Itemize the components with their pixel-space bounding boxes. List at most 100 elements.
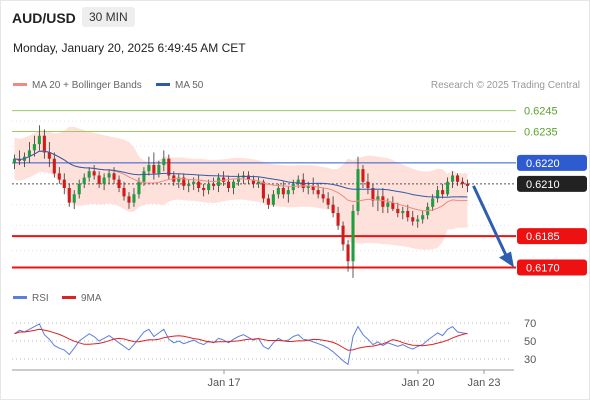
rsi-ma-legend-label: 9MA — [81, 293, 102, 304]
candle-body — [401, 211, 405, 214]
candle-body — [451, 175, 455, 182]
timeframe-badge[interactable]: 30 MIN — [82, 7, 135, 27]
candle-body — [37, 135, 41, 145]
candle-body — [291, 183, 295, 191]
candle-body — [326, 198, 330, 205]
candle-body — [465, 183, 470, 186]
candle-body — [107, 173, 111, 178]
candle-body — [157, 165, 161, 174]
rsi-line — [14, 323, 468, 366]
candle-body — [202, 188, 206, 191]
candle-body — [456, 175, 460, 182]
candle-body — [97, 175, 101, 184]
chart-header: AUD/USD 30 MIN — [0, 0, 590, 36]
candle-body — [366, 181, 370, 188]
candle-body — [152, 165, 156, 174]
level-badge — [517, 259, 587, 276]
candle-body — [72, 194, 76, 203]
candle-body — [346, 244, 350, 262]
resistance-label: 0.6245 — [524, 106, 558, 118]
candle-body — [296, 179, 300, 184]
candle-body — [391, 202, 395, 209]
rsi-ma-legend: 9MA — [62, 293, 102, 304]
bollinger-band — [14, 126, 468, 250]
candle-body — [137, 181, 141, 195]
candle-body — [266, 198, 270, 205]
forecast-arrow-shaft — [472, 185, 509, 259]
candle-body — [436, 190, 440, 199]
candle-body — [261, 181, 265, 199]
candle-body — [446, 181, 450, 195]
candle-body — [411, 217, 415, 222]
rsi-ma-swatch — [62, 295, 76, 299]
candle-body — [182, 177, 186, 186]
rsi-legend: RSI — [13, 293, 49, 304]
candle-body — [42, 135, 46, 153]
candle-body — [236, 177, 241, 182]
candle-body — [386, 202, 390, 207]
candle-body — [217, 177, 221, 186]
candle-body — [460, 181, 465, 184]
candle-body — [376, 196, 380, 201]
candle-body — [47, 152, 51, 159]
candle-body — [92, 171, 96, 176]
level-badge-text: 0.6185 — [526, 231, 560, 243]
candle-body — [192, 181, 196, 184]
candle-body — [62, 179, 66, 188]
candle-body — [396, 208, 400, 214]
ma50-legend-label: MA 50 — [175, 80, 204, 91]
candle-body — [197, 181, 201, 188]
resistance-label: 0.6235 — [524, 127, 558, 139]
candle-body — [356, 169, 360, 211]
candle-body — [306, 185, 310, 188]
candle-body — [127, 196, 131, 203]
candle-body — [416, 219, 420, 222]
candle-body — [122, 188, 126, 197]
ma20-legend: MA 20 + Bollinger Bands — [13, 80, 142, 91]
x-axis-layer: Jan 17 Jan 20 Jan 23 — [12, 369, 514, 389]
candle-body — [227, 181, 231, 188]
candle-body — [251, 179, 255, 184]
candle-body — [67, 188, 71, 203]
level-badge-text: 0.6170 — [526, 262, 560, 274]
candle-body — [27, 150, 31, 157]
rsi-ma-line — [14, 328, 468, 351]
candle-body — [286, 190, 290, 195]
candle-body — [316, 190, 320, 195]
candle-body — [231, 181, 236, 188]
candle-body — [311, 185, 315, 191]
candle-body — [281, 188, 285, 195]
candle-body — [276, 188, 280, 195]
candle-body — [52, 158, 56, 174]
symbol-title: AUD/USD — [12, 10, 76, 26]
level-badge — [517, 228, 587, 245]
candle-body — [301, 179, 305, 188]
candle-body — [361, 169, 365, 182]
candle-body — [142, 171, 146, 182]
ma50-legend: MA 50 — [156, 80, 203, 91]
credit-label: Research © 2025 Trading Central — [430, 80, 580, 91]
candle-body — [222, 177, 226, 182]
rsi-tick-label: 70 — [524, 318, 536, 330]
candle-body — [117, 179, 121, 188]
candle-body — [12, 158, 17, 163]
level-badge-text: 0.6210 — [526, 179, 560, 191]
candle-body — [371, 188, 375, 201]
x-tick-label: Jan 17 — [207, 377, 240, 389]
rsi-swatch — [13, 295, 27, 299]
ma20-legend-label: MA 20 + Bollinger Bands — [32, 80, 142, 91]
candle-body — [102, 177, 106, 184]
candle-body — [177, 177, 181, 182]
candle-body — [112, 173, 116, 180]
level-badge — [517, 175, 587, 192]
candle-body — [421, 215, 425, 220]
moving-averages-layer — [14, 150, 468, 212]
candle-body — [331, 204, 335, 214]
ma50-line — [14, 150, 468, 198]
forecast-layer — [472, 185, 514, 268]
candle-body — [207, 183, 211, 191]
ma50-swatch — [156, 82, 170, 86]
candle-body — [341, 225, 345, 245]
candle-body — [82, 177, 86, 184]
